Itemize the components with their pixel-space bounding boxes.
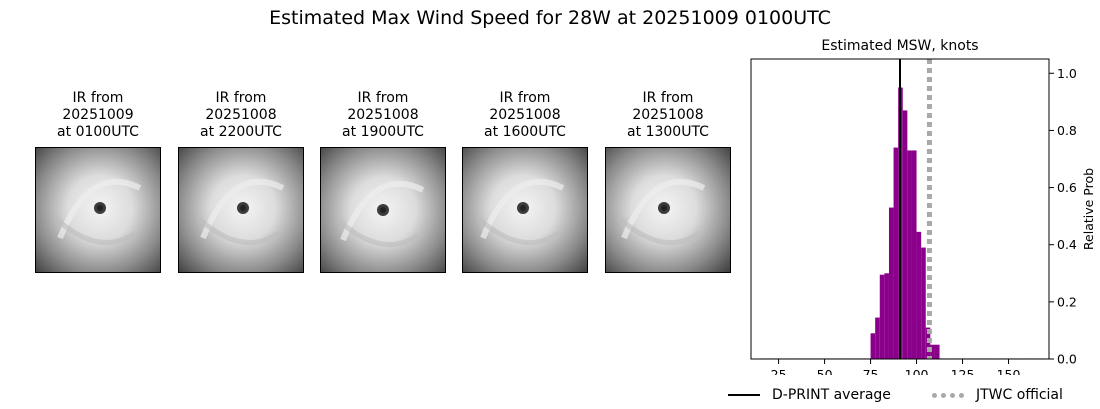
y-tick-label: 0.2 <box>1057 294 1077 309</box>
histogram-bar <box>934 344 940 359</box>
ir-panel-caption: IR from 20251008 at 1300UTC <box>627 90 709 140</box>
x-tick-label: 50 <box>817 367 833 375</box>
plot-frame <box>750 58 1050 360</box>
ir-panel-caption: IR from 20251009 at 0100UTC <box>57 90 139 140</box>
legend-item-jtwc: JTWC official <box>932 387 1063 403</box>
ir-panel: IR from 20251008 at 1300UTC <box>605 90 731 273</box>
histogram-bar <box>925 327 931 359</box>
satellite-ir-image <box>462 147 588 273</box>
legend-item-dprint: D-PRINT average <box>728 387 891 403</box>
histogram-bar <box>893 147 899 359</box>
x-tick-label: 25 <box>771 367 787 375</box>
y-tick-label: 0.8 <box>1057 123 1077 138</box>
y-tick-label: 0.0 <box>1057 352 1077 367</box>
x-tick-label: 75 <box>863 367 879 375</box>
satellite-ir-image <box>605 147 731 273</box>
chart-title: Estimated MSW, knots <box>821 38 978 54</box>
y-tick-label: 0.6 <box>1057 180 1077 195</box>
legend-label-dprint: D-PRINT average <box>772 387 891 403</box>
satellite-ir-image <box>320 147 446 273</box>
legend-swatch-dprint <box>728 394 760 396</box>
histogram-bar <box>879 274 885 359</box>
histogram-bar <box>870 333 876 359</box>
histogram-bar <box>875 317 880 359</box>
histogram-bar <box>888 207 894 359</box>
ir-panel-caption: IR from 20251008 at 1900UTC <box>342 90 424 140</box>
msw-histogram-chart: Estimated MSW, knots 25 50 75 100 125 150 0.0 0.… <box>750 38 1096 375</box>
histogram-bar <box>907 150 912 359</box>
ir-panel: IR from 20251008 at 1900UTC <box>320 90 446 273</box>
histogram-bar <box>930 344 935 359</box>
x-tick-label: 100 <box>905 367 929 375</box>
histogram-bar <box>902 110 908 359</box>
ir-panel: IR from 20251008 at 2200UTC <box>178 90 304 273</box>
x-tick-label: 125 <box>951 367 975 375</box>
ir-panel: IR from 20251008 at 1600UTC <box>462 90 588 273</box>
ir-panel-caption: IR from 20251008 at 2200UTC <box>200 90 282 140</box>
ir-panel-caption: IR from 20251008 at 1600UTC <box>484 90 566 140</box>
y-tick-label: 1.0 <box>1057 66 1077 81</box>
legend-swatch-jtwc <box>932 392 964 398</box>
x-tick-label: 150 <box>997 367 1021 375</box>
ir-panel: IR from 20251009 at 0100UTC <box>35 90 161 273</box>
y-axis-label: Relative Prob <box>1081 168 1096 250</box>
histogram-bar <box>916 231 922 359</box>
histogram-bar <box>884 273 889 359</box>
satellite-ir-image <box>178 147 304 273</box>
legend-label-jtwc: JTWC official <box>976 387 1063 403</box>
histogram-bar <box>911 150 917 359</box>
figure-title: Estimated Max Wind Speed for 28W at 2025… <box>269 7 831 29</box>
histogram-bar <box>921 247 926 359</box>
satellite-ir-image <box>35 147 161 273</box>
y-tick-label: 0.4 <box>1057 237 1077 252</box>
